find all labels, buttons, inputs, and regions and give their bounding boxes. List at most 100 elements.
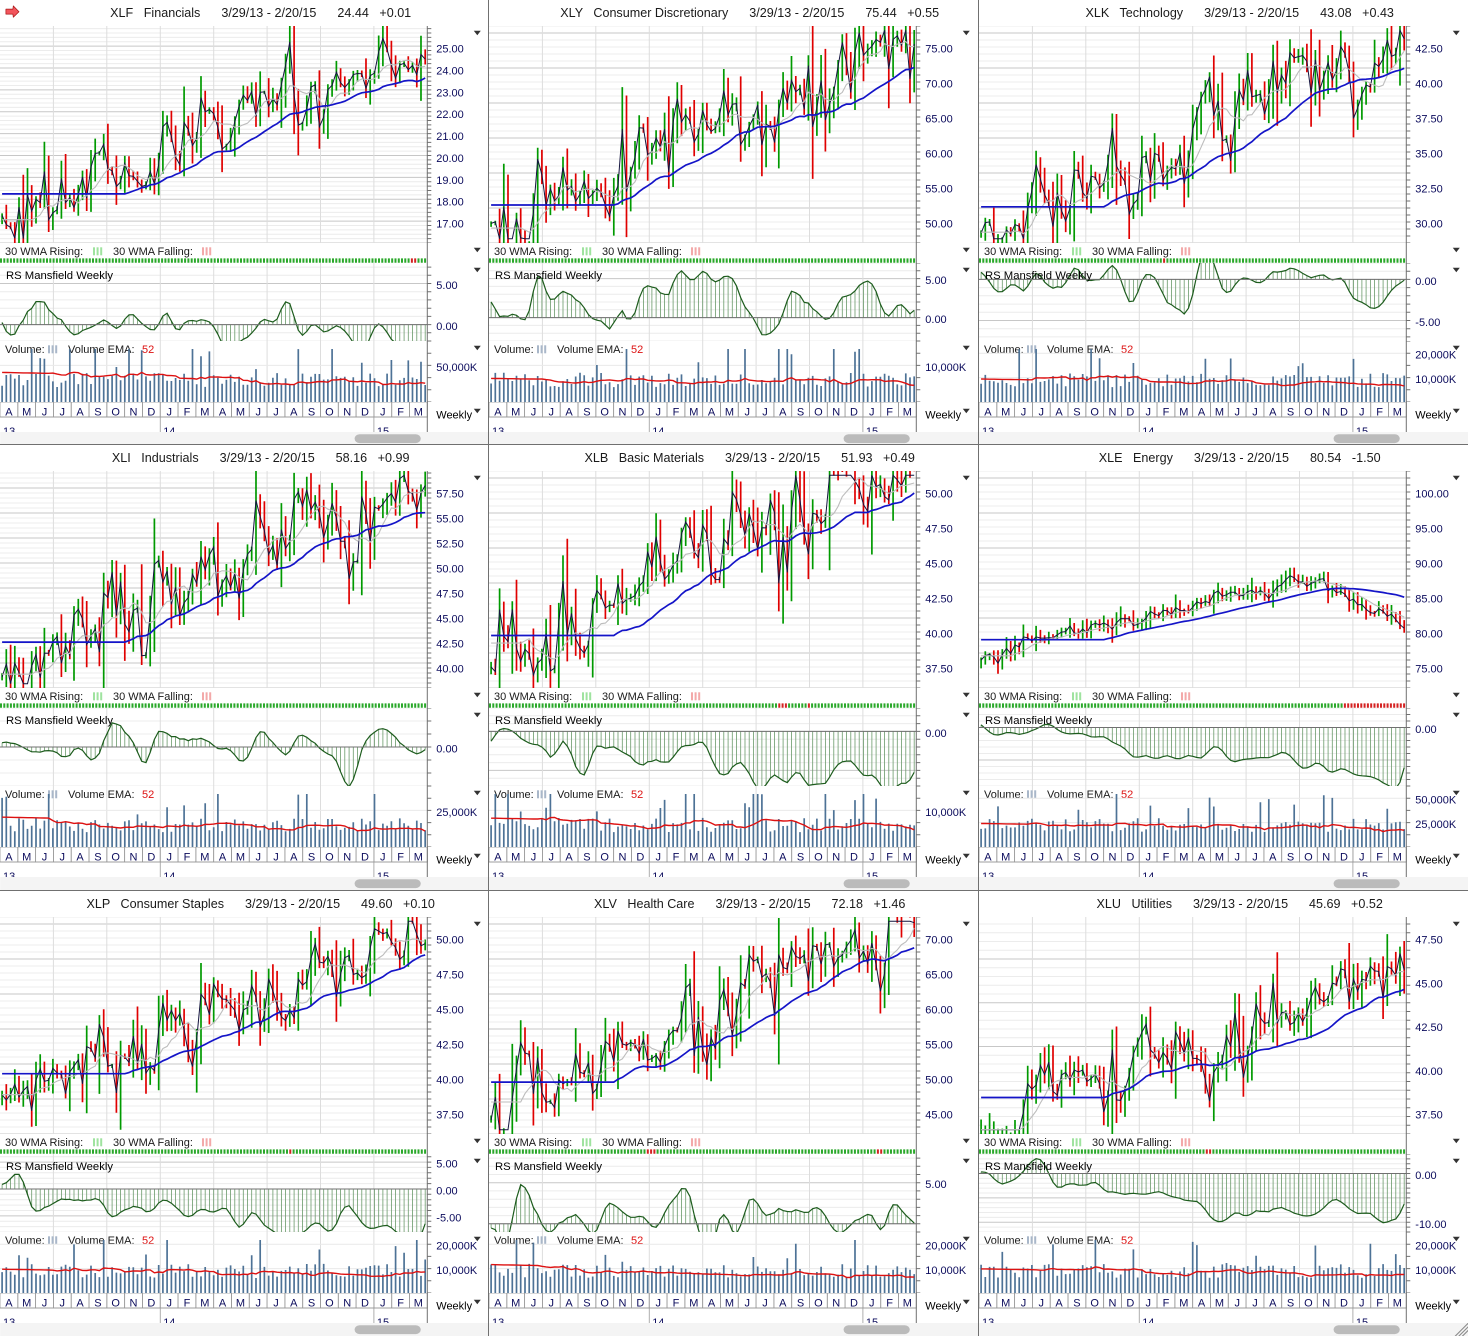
svg-text:10,000K: 10,000K [926,362,968,374]
svg-text:37.50: 37.50 [926,664,954,676]
svg-text:30 WMA Rising:: 30 WMA Rising: [984,246,1062,258]
svg-text:Weekly: Weekly [926,409,962,421]
svg-text:25.00: 25.00 [436,44,464,56]
svg-text:55.00: 55.00 [436,514,464,526]
svg-text:5.00: 5.00 [926,1179,947,1191]
svg-text:Weekly: Weekly [1415,409,1451,421]
svg-text:Weekly: Weekly [436,409,472,421]
svg-text:14: 14 [163,871,175,877]
svg-text:15: 15 [377,871,389,877]
svg-text:15: 15 [1356,426,1368,432]
svg-text:17.00: 17.00 [436,218,464,230]
svg-text:RS Mansfield Weekly: RS Mansfield Weekly [495,270,602,282]
svg-text:30 WMA Rising:: 30 WMA Rising: [5,1136,83,1148]
svg-text:14: 14 [1142,426,1154,432]
svg-text:XLB Basic Materials 3/2: XLB Basic Materials 3/29/13 - 2/20/15 51… [585,451,915,465]
svg-text:50,000K: 50,000K [436,362,478,374]
svg-text:50.00: 50.00 [926,1074,954,1086]
svg-text:47.50: 47.50 [436,969,464,981]
svg-text:5.00: 5.00 [436,280,457,292]
svg-text:15: 15 [1356,1317,1368,1323]
svg-text:52: 52 [1121,789,1133,801]
svg-text:100.00: 100.00 [1415,489,1449,501]
svg-text:20.00: 20.00 [436,153,464,165]
svg-text:75.00: 75.00 [1415,664,1443,676]
svg-text:50.00: 50.00 [926,489,954,501]
svg-text:85.00: 85.00 [1415,594,1443,606]
svg-text:15: 15 [866,871,878,877]
svg-text:30 WMA Falling:: 30 WMA Falling: [113,691,193,703]
svg-text:Volume EMA:: Volume EMA: [68,1234,135,1246]
svg-text:XLE Energy 3/29/13 - 2/: XLE Energy 3/29/13 - 2/20/15 80.54 -1.50 [1098,451,1380,465]
svg-text:Volume:: Volume: [494,789,534,801]
svg-text:RS Mansfield Weekly: RS Mansfield Weekly [6,1161,113,1173]
svg-text:Volume:: Volume: [5,789,45,801]
svg-text:Volume:: Volume: [984,344,1024,356]
svg-text:20,000K: 20,000K [1415,350,1457,362]
svg-text:42.50: 42.50 [926,594,954,606]
svg-text:-5.00: -5.00 [1415,317,1440,329]
svg-text:45.00: 45.00 [926,1109,954,1121]
svg-text:55.00: 55.00 [926,1039,954,1051]
svg-text:RS Mansfield Weekly: RS Mansfield Weekly [985,1161,1092,1173]
svg-text:52: 52 [631,1234,643,1246]
svg-text:30 WMA Falling:: 30 WMA Falling: [1092,246,1172,258]
svg-text:60.00: 60.00 [926,1004,954,1016]
svg-text:30 WMA Falling:: 30 WMA Falling: [602,691,682,703]
svg-text:Volume:: Volume: [494,344,534,356]
svg-text:14: 14 [653,871,665,877]
svg-text:52: 52 [142,1234,154,1246]
svg-text:52: 52 [631,789,643,801]
svg-text:XLU Utilities 3/29/13 -: XLU Utilities 3/29/13 - 2/20/15 45.69 +0… [1096,896,1382,910]
svg-text:Volume:: Volume: [984,1234,1024,1246]
svg-text:65.00: 65.00 [926,114,954,126]
svg-text:Volume:: Volume: [5,344,45,356]
svg-text:19.00: 19.00 [436,175,464,187]
svg-text:0.00: 0.00 [926,728,947,740]
svg-text:52: 52 [142,789,154,801]
svg-text:Weekly: Weekly [926,855,962,867]
svg-text:0.00: 0.00 [1415,1170,1436,1182]
svg-text:13: 13 [982,871,994,877]
svg-text:30 WMA Rising:: 30 WMA Rising: [984,1136,1062,1148]
svg-text:0.00: 0.00 [926,314,947,326]
svg-text:Weekly: Weekly [436,1300,472,1312]
svg-text:Volume EMA:: Volume EMA: [1047,1234,1114,1246]
svg-text:30 WMA Falling:: 30 WMA Falling: [113,1136,193,1148]
svg-text:13: 13 [3,871,15,877]
svg-text:RS Mansfield Weekly: RS Mansfield Weekly [495,715,602,727]
svg-text:30 WMA Rising:: 30 WMA Rising: [494,691,572,703]
svg-text:14: 14 [1142,1317,1154,1323]
svg-text:30 WMA Falling:: 30 WMA Falling: [1092,691,1172,703]
svg-text:XLI Industrials 3/29/13: XLI Industrials 3/29/13 - 2/20/15 58.16 … [112,451,410,465]
svg-text:XLV Health Care 3/29/13: XLV Health Care 3/29/13 - 2/20/15 72.18 … [594,896,905,910]
svg-text:52: 52 [1121,1234,1133,1246]
svg-text:XLK Technology 3/29/13: XLK Technology 3/29/13 - 2/20/15 43.08 +… [1085,6,1394,20]
svg-text:10,000K: 10,000K [1415,374,1457,386]
svg-text:10,000K: 10,000K [436,1265,478,1277]
svg-text:13: 13 [982,426,994,432]
svg-text:30 WMA Rising:: 30 WMA Rising: [984,691,1062,703]
svg-text:XLY Consumer Discretionary: XLY Consumer Discretionary 3/29/13 - 2/2… [561,6,940,20]
svg-text:25,000K: 25,000K [1415,819,1457,831]
svg-text:Volume:: Volume: [494,1234,534,1246]
svg-text:22.00: 22.00 [436,109,464,121]
svg-text:-10.00: -10.00 [1415,1218,1446,1230]
svg-text:30 WMA Rising:: 30 WMA Rising: [5,246,83,258]
svg-text:45.00: 45.00 [1415,978,1443,990]
svg-text:70.00: 70.00 [926,934,954,946]
svg-text:10,000K: 10,000K [926,1265,968,1277]
svg-text:55.00: 55.00 [926,183,954,195]
svg-text:Volume:: Volume: [984,789,1024,801]
svg-text:15: 15 [1356,871,1368,877]
svg-text:52: 52 [631,344,643,356]
svg-text:52.50: 52.50 [436,539,464,551]
svg-text:80.00: 80.00 [1415,629,1443,641]
svg-text:21.00: 21.00 [436,131,464,143]
svg-text:75.00: 75.00 [926,44,954,56]
svg-text:RS Mansfield Weekly: RS Mansfield Weekly [495,1161,602,1173]
svg-text:13: 13 [492,426,504,432]
svg-text:13: 13 [492,1317,504,1323]
svg-text:30 WMA Falling:: 30 WMA Falling: [602,246,682,258]
svg-text:Volume:: Volume: [5,1234,45,1246]
